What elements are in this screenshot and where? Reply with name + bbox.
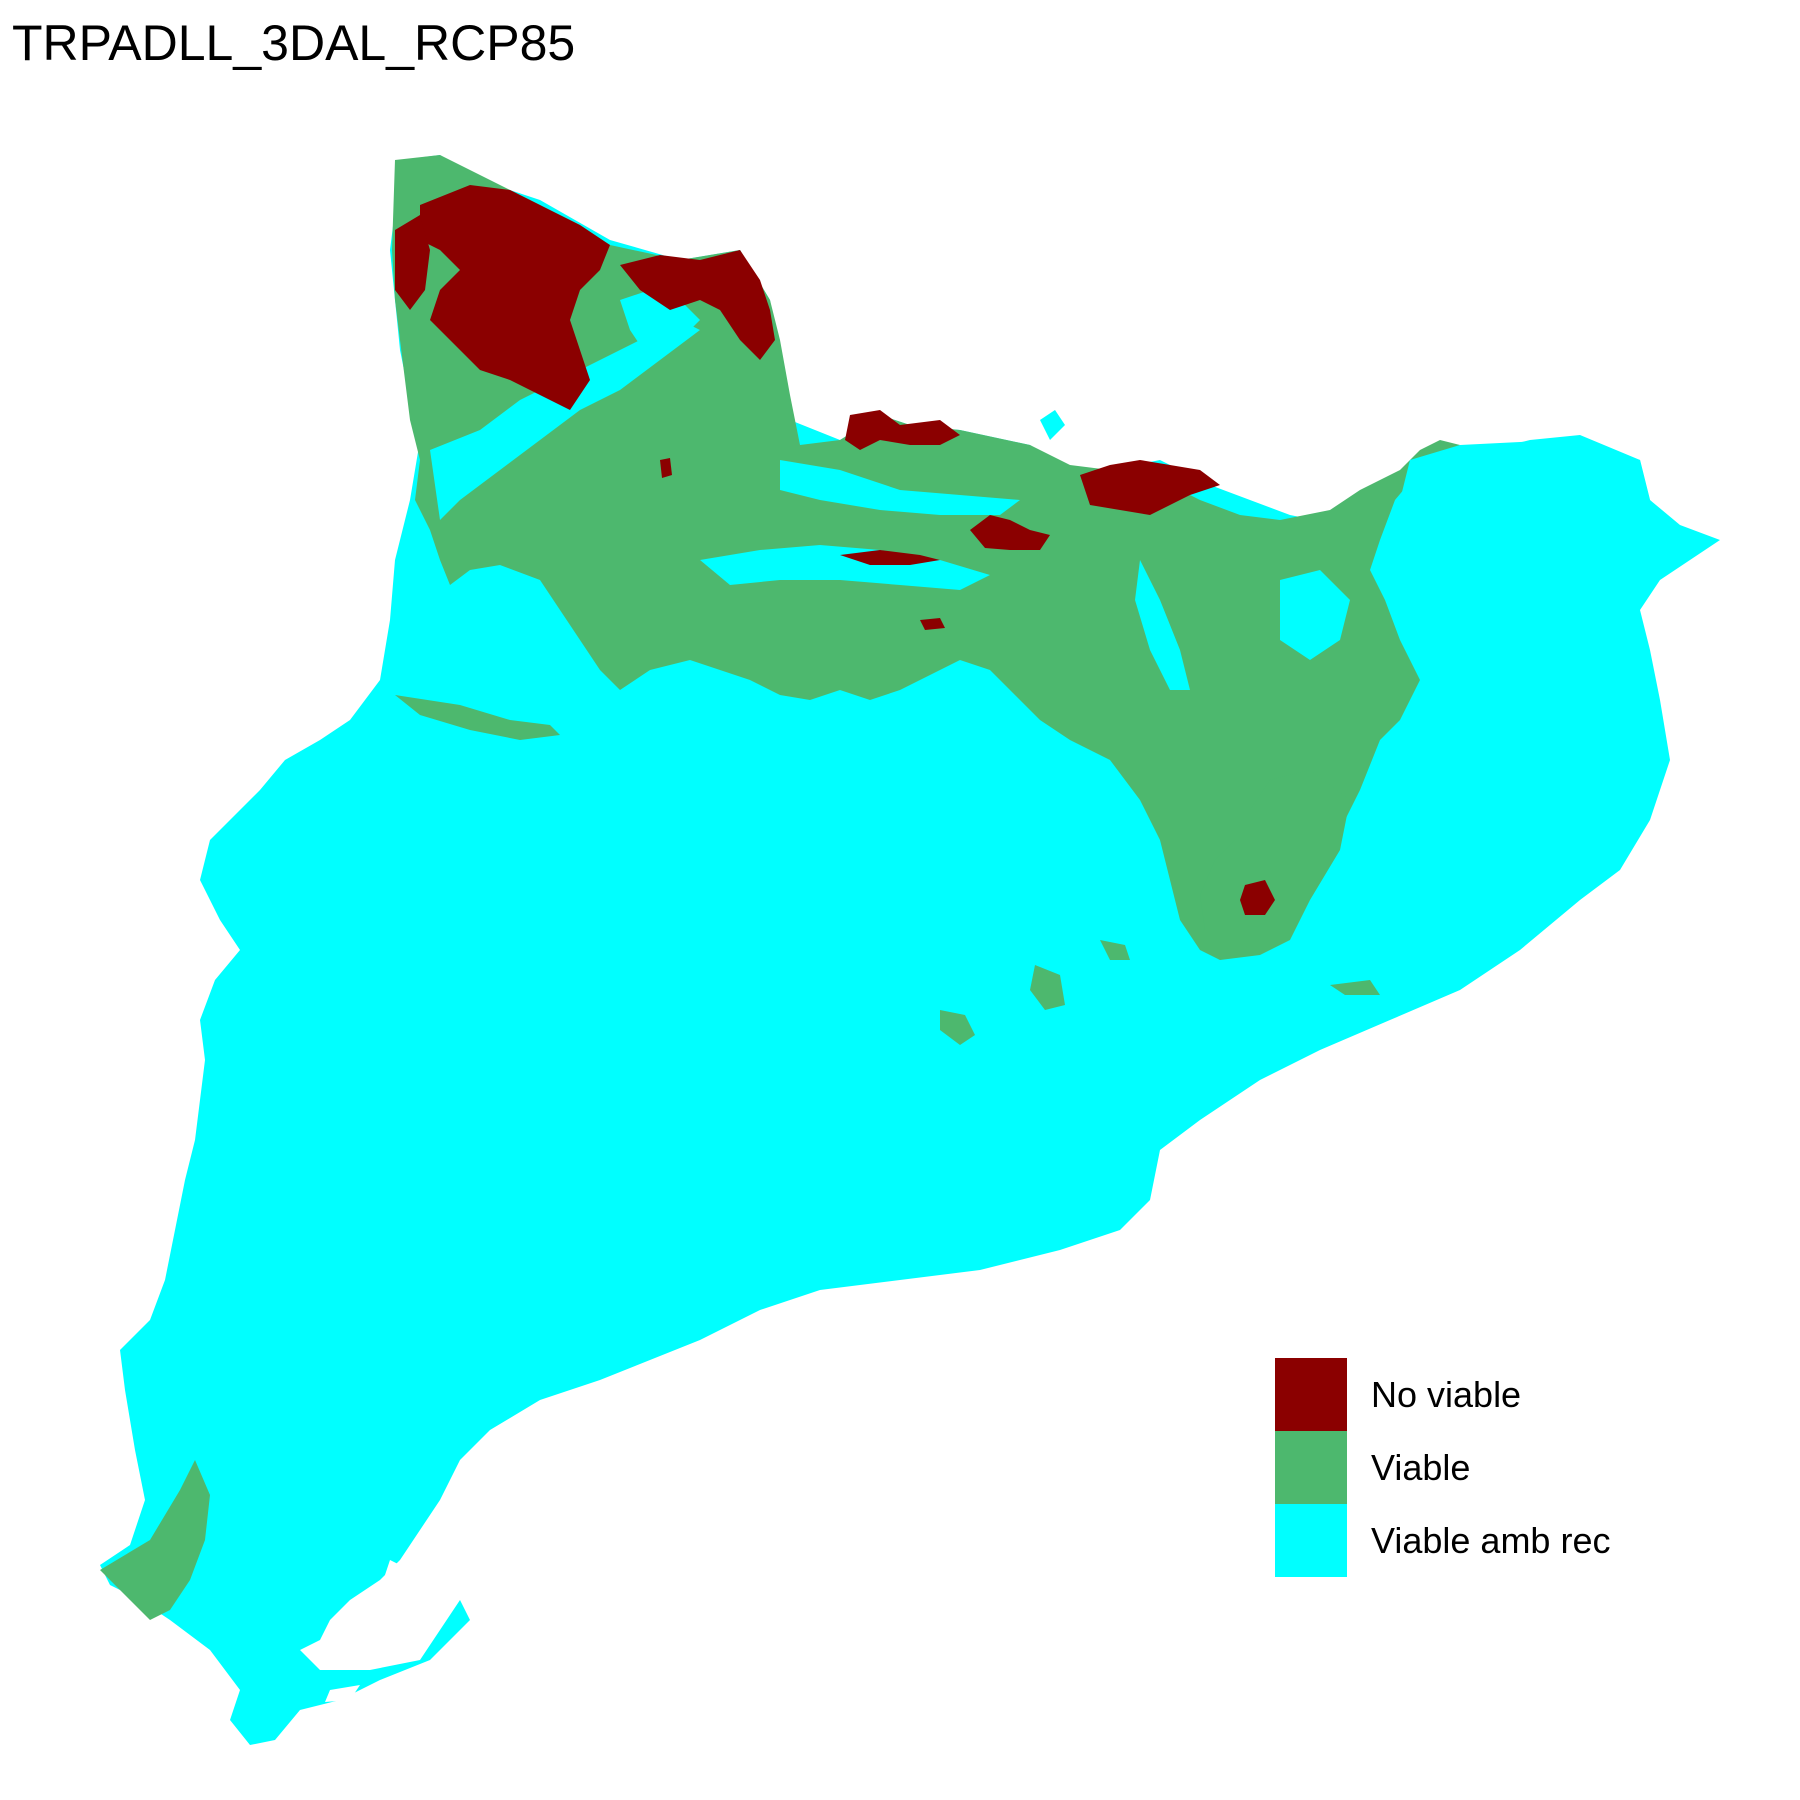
region-no-viable <box>1080 460 1220 515</box>
region-viable-patch <box>1100 940 1130 960</box>
region-no-viable <box>620 250 775 360</box>
region-viable-ports <box>100 1460 210 1620</box>
region-no-viable <box>845 410 960 450</box>
region-valley <box>430 320 700 520</box>
region-valley <box>780 460 1020 515</box>
region-viable-patch <box>940 1010 975 1045</box>
legend: No viable Viable Viable amb rec <box>1275 1358 1610 1577</box>
delta-lagoon <box>385 1560 410 1580</box>
legend-label-no-viable: No viable <box>1371 1373 1522 1415</box>
legend-swatch-no-viable <box>1275 1358 1347 1431</box>
region-no-viable <box>840 550 940 565</box>
region-no-viable <box>420 185 610 410</box>
region-no-viable <box>395 215 430 310</box>
map-title: TRPADLL_3DAL_RCP85 <box>12 15 576 71</box>
legend-swatch-viable-amb-rec <box>1275 1504 1347 1577</box>
legend-swatch-viable <box>1275 1431 1347 1504</box>
region-no-viable <box>660 458 672 478</box>
legend-item-no-viable: No viable <box>1275 1358 1610 1431</box>
region-no-viable <box>970 515 1050 550</box>
region-valley <box>620 290 700 360</box>
region-viable-patch <box>395 695 560 740</box>
region-viable-patch <box>1030 965 1065 1010</box>
legend-label-viable: Viable <box>1371 1446 1471 1488</box>
legend-item-viable-amb-rec: Viable amb rec <box>1275 1504 1610 1577</box>
region-viable-patch <box>1330 980 1380 995</box>
region-valley <box>1280 570 1350 660</box>
legend-item-viable: Viable <box>1275 1431 1610 1504</box>
region-viable-montseny <box>1200 770 1350 960</box>
region-valley <box>1040 410 1065 440</box>
region-no-viable <box>1240 880 1275 915</box>
delta-lagoon <box>325 1685 360 1702</box>
region-no-viable <box>920 618 945 630</box>
region-valley <box>1135 560 1190 690</box>
legend-label-viable-amb-rec: Viable amb rec <box>1371 1519 1611 1561</box>
region-valley <box>1400 440 1660 600</box>
